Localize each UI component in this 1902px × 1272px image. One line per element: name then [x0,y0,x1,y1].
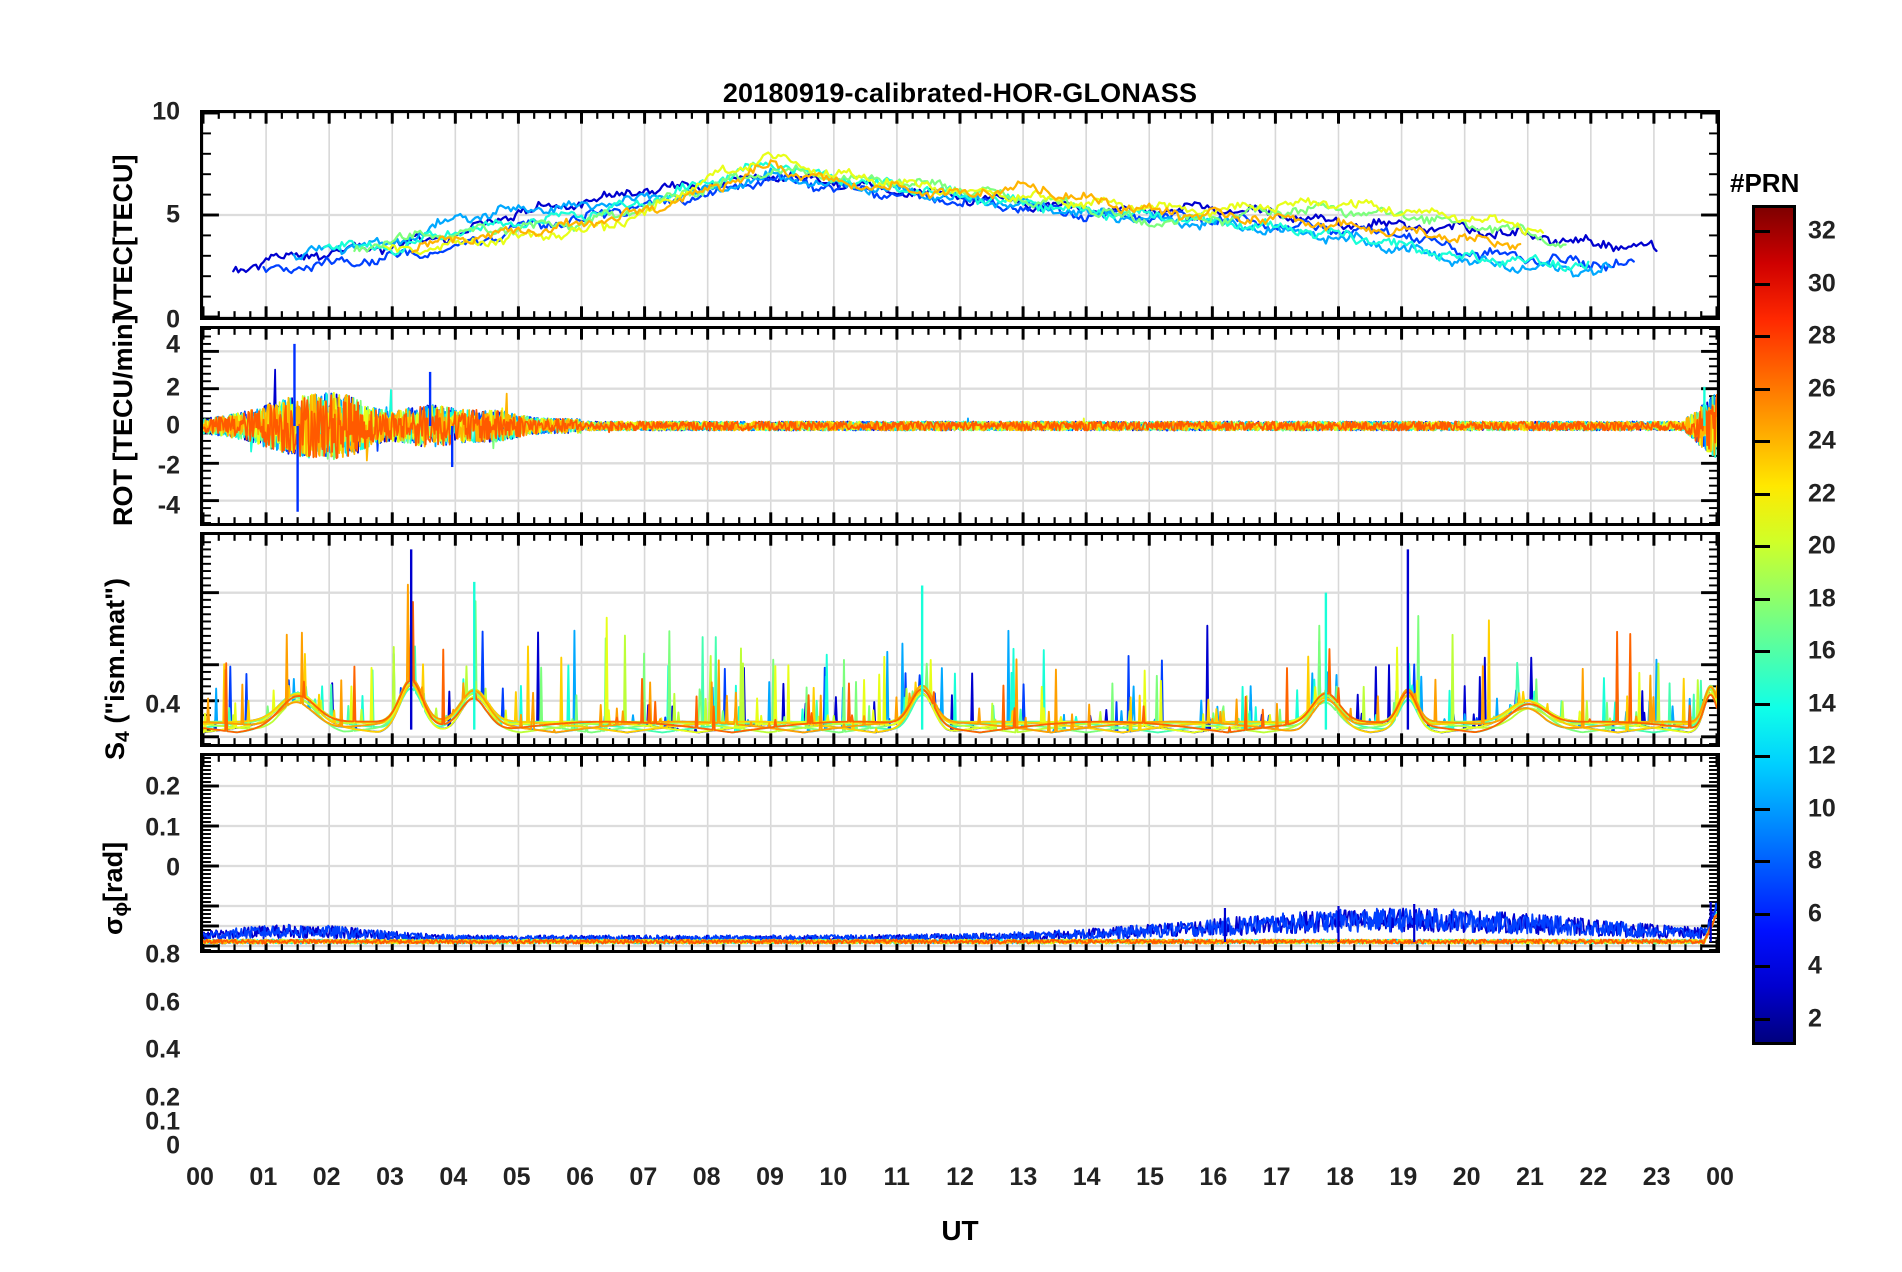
colorbar-tick-label: 2 [1808,1004,1822,1033]
x-tick-label: 13 [1009,1163,1038,1191]
colorbar-tick-mark [1752,545,1770,549]
panel-vtec [200,110,1720,320]
s4-label-main: S [100,741,130,760]
colorbar-tick-label: 28 [1808,321,1836,350]
colorbar-tick-mark [1752,492,1770,496]
panel-rot [200,326,1720,526]
x-tick-label: 16 [1199,1163,1228,1191]
colorbar-tick-mark [1752,965,1770,969]
colorbar-tick-label: 22 [1808,479,1836,508]
x-tick-label: 22 [1579,1163,1608,1191]
colorbar-tick-label: 16 [1808,636,1836,665]
sigma-phi-plot-area [203,756,1717,950]
colorbar-tick-label: 12 [1808,741,1836,770]
sigma-label-main: σ [98,916,128,935]
x-tick-label: 00 [1706,1163,1734,1191]
x-tick-label: 01 [249,1163,278,1191]
colorbar-tick-mark [1752,230,1770,234]
x-tick-label: 05 [502,1163,531,1191]
x-tick-label: 11 [883,1163,910,1191]
s4-label-sub: 4 [111,731,134,742]
colorbar-tick-label: 10 [1808,794,1836,823]
colorbar-tick-mark [1752,807,1770,811]
rot-ytick: 0 [166,411,180,440]
colorbar-tick-label: 26 [1808,374,1836,403]
rot-plot-area [203,329,1717,523]
colorbar-tick-mark [1752,387,1770,391]
vtec-ytick: 10 [152,97,180,126]
x-tick-label: 17 [1262,1163,1291,1191]
x-tick-label: 07 [629,1163,658,1191]
x-tick-label: 12 [946,1163,974,1191]
rot-ytick: 4 [166,330,180,359]
rot-ytick: -4 [157,491,180,520]
colorbar-tick-mark [1752,1017,1770,1021]
colorbar-tick-label: 30 [1808,269,1836,298]
sigma-label-sub: ϕ [109,901,132,917]
sigma-ytick-zero: 0 [166,1131,180,1160]
colorbar-tick-mark [1752,597,1770,601]
x-tick-label: 03 [376,1163,404,1191]
s4-ytick: 0.2 [145,772,180,801]
panel-sigma-phi [200,753,1720,953]
colorbar-tick-mark [1752,912,1770,916]
vtec-ytick: 0 [166,305,180,334]
colorbar-tick-label: 32 [1808,216,1836,245]
colorbar-tick-mark [1752,335,1770,339]
colorbar-title: #PRN [1730,168,1800,198]
x-tick-label: 23 [1642,1163,1671,1191]
colorbar-tick-label: 4 [1808,951,1822,980]
colorbar-tick-mark [1752,282,1770,286]
colorbar-tick-mark [1752,860,1770,864]
colorbar-tick-mark [1752,440,1770,444]
x-tick-label: 15 [1136,1163,1164,1191]
x-tick-label: 02 [312,1163,341,1191]
s4-ytick-zero: 0 [166,853,180,882]
sigma-phi-axis-label: σϕ[rad] [98,842,133,935]
rot-ytick: -2 [157,451,180,480]
sigma-label-rest: [rad] [98,841,128,902]
sigma-ytick: 0.8 [145,940,180,969]
x-tick-label: 04 [439,1163,468,1191]
colorbar-tick-mark [1752,702,1770,706]
colorbar-tick-label: 6 [1808,899,1822,928]
x-tick-label: 10 [819,1163,848,1191]
vtec-axis-label: VTEC[TECU] [108,154,138,319]
x-tick-label: 18 [1326,1163,1354,1191]
x-tick-label: 06 [566,1163,594,1191]
prn-colorbar [1752,205,1796,1045]
x-tick-label: 08 [692,1163,721,1191]
x-axis-label: UT [941,1215,979,1246]
sigma-ytick: 0.6 [145,988,180,1017]
sigma-ytick: 0.2 [145,1083,180,1112]
colorbar-tick-label: 14 [1808,689,1836,718]
colorbar-tick-label: 24 [1808,426,1836,455]
colorbar-tick-label: 20 [1808,531,1836,560]
vtec-ytick: 5 [166,200,180,229]
x-tick-label: 09 [756,1163,784,1191]
colorbar-tick-mark [1752,755,1770,759]
colorbar-tick-label: 18 [1808,584,1836,613]
figure-title: 20180919-calibrated-HOR-GLONASS [722,78,1198,108]
sigma-ytick: 0.1 [145,1107,180,1136]
s4-axis-label: S4 ("ism.mat") [100,578,135,760]
figure-title-wrap: 20180919-calibrated-HOR-GLONASS [200,78,1720,109]
x-tick-label: 20 [1452,1163,1481,1191]
x-tick-label: 14 [1072,1163,1101,1191]
x-tick-label: 19 [1389,1163,1418,1191]
x-tick-label: 21 [1516,1163,1544,1191]
sigma-ytick: 0.4 [145,1035,180,1064]
colorbar-tick-mark [1752,650,1770,654]
s4-plot-area [203,535,1717,744]
x-tick-label: 00 [186,1163,214,1191]
rot-ytick: 2 [166,373,180,402]
colorbar-tick-label: 8 [1808,846,1822,875]
panel-s4 [200,532,1720,747]
s4-ytick: 0.1 [145,813,180,842]
vtec-plot-area [203,113,1717,317]
s4-ytick: 0.4 [145,690,180,719]
